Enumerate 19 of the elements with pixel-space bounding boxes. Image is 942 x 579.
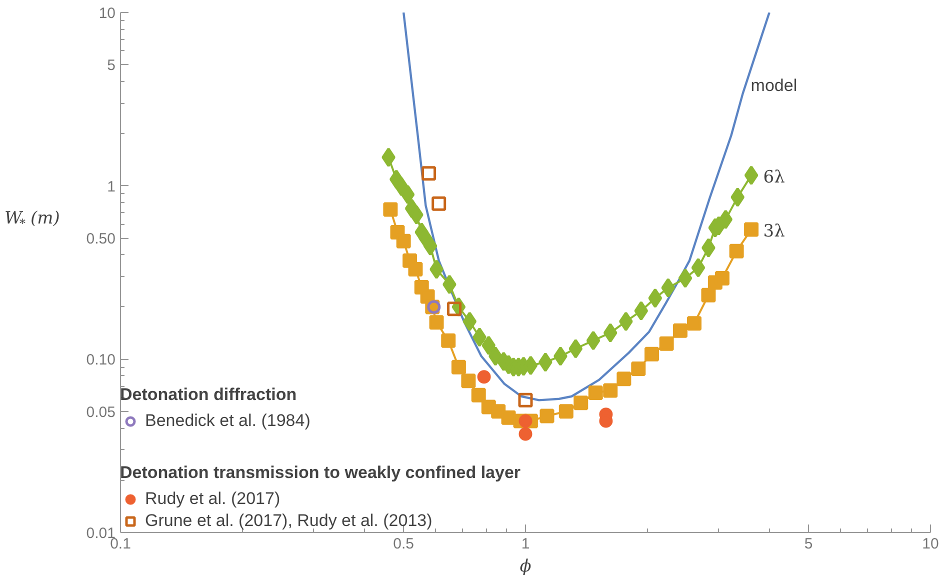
series-label: 6λ — [763, 167, 786, 188]
annotation: model — [750, 76, 798, 95]
x-tick-label: 10 — [922, 536, 939, 552]
x-tick-label: 0.5 — [393, 536, 414, 552]
legend-label: Grune et al. (2017), Rudy et al. (2013) — [145, 510, 432, 532]
y-tick-label: 0.05 — [86, 404, 116, 421]
legend-label: Rudy et al. (2017) — [145, 488, 280, 510]
annotation: Detonation diffraction — [120, 385, 298, 405]
legend-label: Benedick et al. (1984) — [145, 410, 310, 432]
y-tick-label: 0.10 — [86, 352, 116, 369]
y-tick-label: 1 — [107, 178, 116, 196]
y-tick-label: 10 — [98, 5, 116, 22]
y-tick-label: 5 — [107, 57, 116, 74]
annotation: Detonation transmission to weakly confined layer — [120, 463, 521, 483]
series-label: 3λ — [763, 221, 786, 242]
x-axis-title: ϕ — [520, 556, 532, 576]
y-tick-label: 0.50 — [86, 230, 116, 248]
x-tick-label: 1 — [521, 536, 530, 552]
x-tick-label: 5 — [804, 536, 813, 552]
